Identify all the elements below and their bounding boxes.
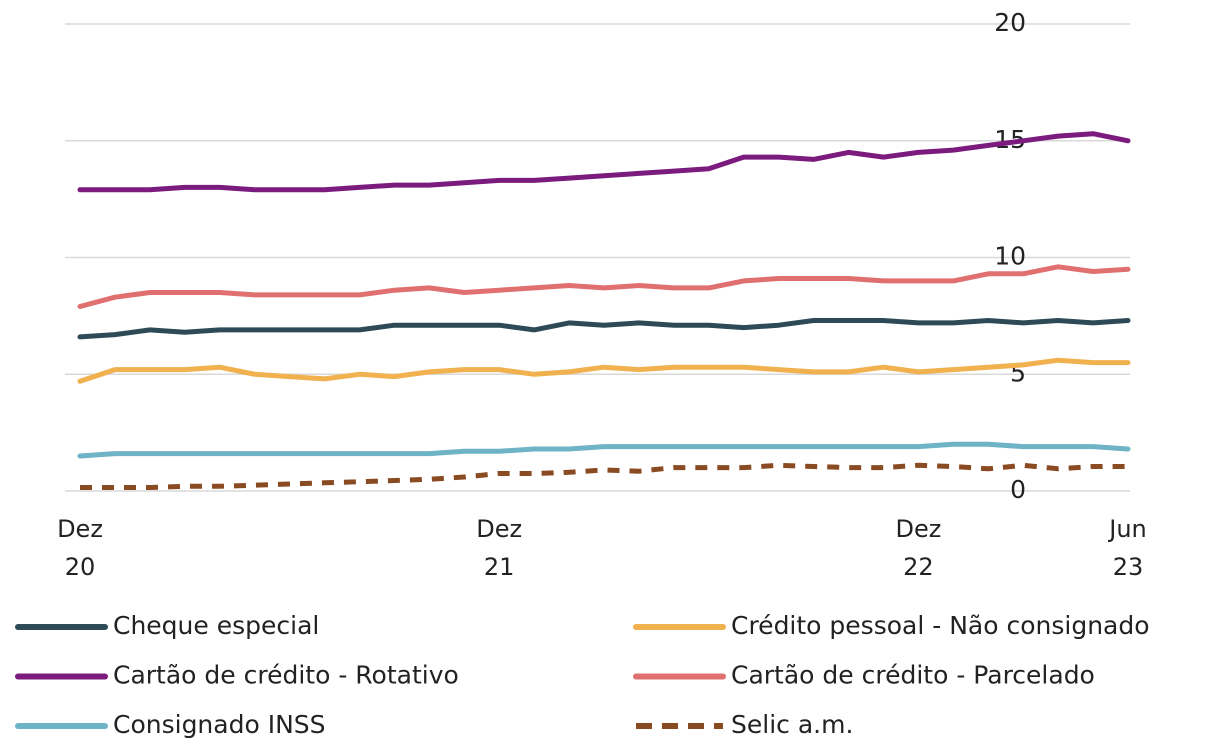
- legend-label: Crédito pessoal - Não consignado: [731, 611, 1150, 640]
- x-tick-label: Dez 21: [476, 515, 523, 581]
- y-tick-label: 20: [994, 8, 1026, 37]
- series-line: [77, 264, 1131, 309]
- legend-label: Selic a.m.: [731, 710, 853, 739]
- series-line: [77, 318, 1131, 340]
- x-tick-label: Jun 23: [1109, 515, 1147, 581]
- series-line: [77, 131, 1131, 193]
- y-tick-label: 10: [994, 242, 1026, 271]
- x-tick-label: Dez 20: [57, 515, 103, 581]
- x-tick-label: Dez 22: [895, 515, 942, 581]
- series-line: [80, 462, 1128, 490]
- legend-label: Cartão de crédito - Rotativo: [113, 661, 459, 690]
- y-tick-label: 0: [1010, 475, 1026, 504]
- series-line: [77, 357, 1131, 384]
- legend-label: Cartão de crédito - Parcelado: [731, 661, 1095, 690]
- series-line: [77, 441, 1131, 459]
- legend-label: Cheque especial: [113, 611, 319, 640]
- legend-label: Consignado INSS: [113, 710, 326, 739]
